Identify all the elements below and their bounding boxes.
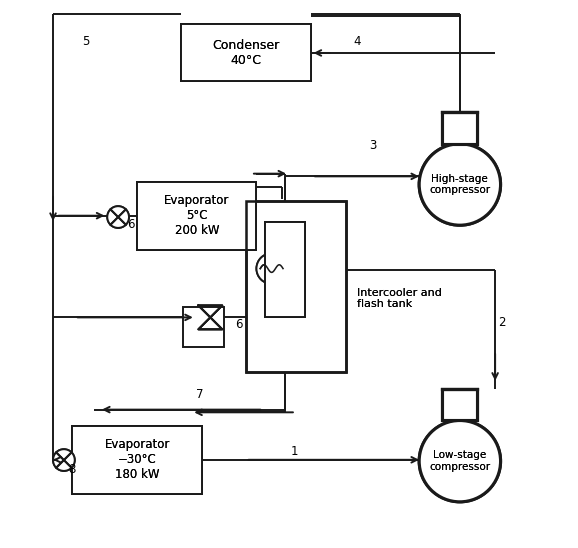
- Text: 2: 2: [498, 316, 506, 329]
- Bar: [442, 112, 477, 144]
- Circle shape: [108, 206, 129, 228]
- Bar: [265, 222, 305, 317]
- Bar: [180, 25, 311, 82]
- Bar: [442, 389, 477, 420]
- Circle shape: [419, 144, 501, 225]
- Text: High-stage
compressor: High-stage compressor: [429, 174, 490, 195]
- Circle shape: [257, 253, 287, 284]
- Bar: [265, 222, 305, 317]
- Text: Evaporator
−30°C
180 kW: Evaporator −30°C 180 kW: [105, 438, 170, 481]
- Text: Evaporator
−30°C
180 kW: Evaporator −30°C 180 kW: [105, 438, 170, 481]
- Text: 4: 4: [353, 35, 361, 48]
- Bar: [246, 201, 346, 372]
- Bar: [72, 426, 202, 494]
- Bar: [72, 426, 202, 494]
- Text: Condenser
40°C: Condenser 40°C: [212, 39, 279, 67]
- Text: Low-stage
compressor: Low-stage compressor: [429, 450, 490, 472]
- Circle shape: [53, 449, 75, 471]
- Bar: [442, 389, 477, 420]
- Circle shape: [419, 420, 501, 502]
- Text: Intercooler and
flash tank: Intercooler and flash tank: [357, 288, 442, 309]
- Text: Low-stage
compressor: Low-stage compressor: [429, 450, 490, 472]
- Circle shape: [108, 206, 129, 228]
- Text: High-stage
compressor: High-stage compressor: [429, 174, 490, 195]
- Text: 3: 3: [369, 139, 377, 152]
- Bar: [442, 112, 477, 144]
- Text: Condenser
40°C: Condenser 40°C: [212, 39, 279, 67]
- Text: 1: 1: [291, 445, 298, 458]
- Bar: [137, 182, 257, 249]
- Circle shape: [419, 420, 501, 502]
- Text: Evaporator
5°C
200 kW: Evaporator 5°C 200 kW: [164, 194, 229, 237]
- Text: 6: 6: [235, 318, 243, 331]
- Circle shape: [53, 449, 75, 471]
- Text: 5: 5: [82, 35, 89, 48]
- Text: 8: 8: [68, 463, 76, 476]
- Text: Intercooler and
flash tank: Intercooler and flash tank: [357, 288, 442, 309]
- Bar: [183, 306, 224, 347]
- Text: Evaporator
5°C
200 kW: Evaporator 5°C 200 kW: [164, 194, 229, 237]
- Bar: [246, 201, 346, 372]
- Circle shape: [257, 253, 287, 284]
- Circle shape: [419, 144, 501, 225]
- Text: 6: 6: [127, 218, 134, 231]
- Bar: [137, 182, 257, 249]
- Bar: [180, 25, 311, 82]
- Text: 7: 7: [196, 388, 203, 401]
